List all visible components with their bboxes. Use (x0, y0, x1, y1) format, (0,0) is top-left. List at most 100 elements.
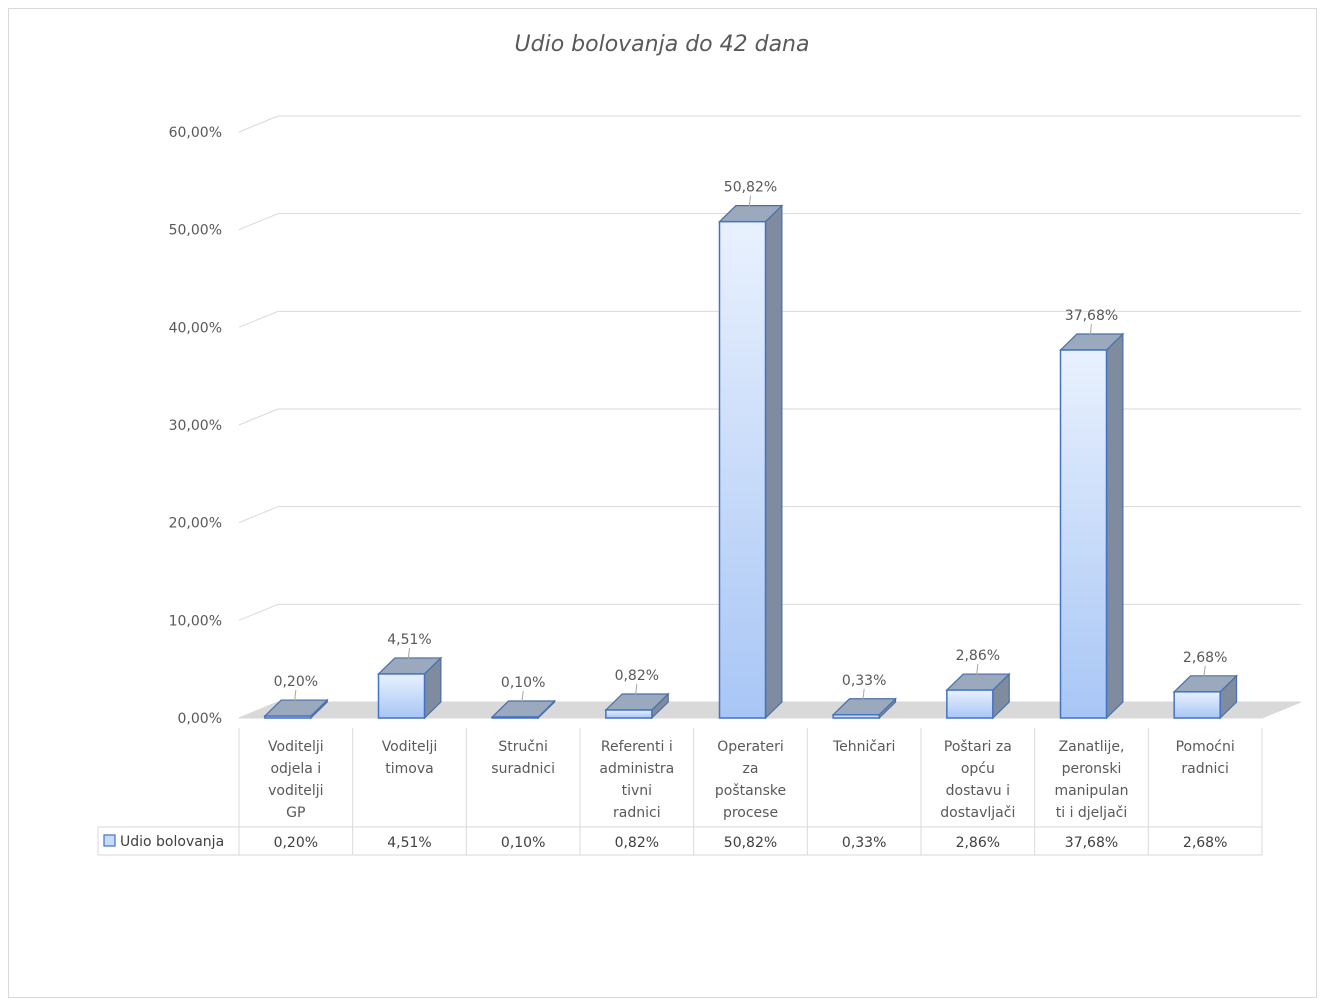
category-label-line: Referenti i (601, 739, 673, 755)
category-label: Stručni suradnici (491, 739, 555, 777)
data-label-leader (1089, 323, 1092, 343)
category-label: Operateri za poštanske procese (715, 739, 786, 821)
category-label: Zanatlije, peronski manipulan ti i djeljači (1054, 739, 1128, 821)
category-label-line: radnici (613, 805, 661, 821)
category-label-line: opću (961, 761, 995, 777)
bar (604, 692, 670, 720)
table-value-cell: 37,68% (1065, 835, 1118, 851)
gridline-side (238, 310, 279, 328)
table-value-cell: 2,86% (956, 835, 1000, 851)
category-label-line: ti i djeljači (1056, 805, 1128, 821)
data-label: 0,82% (615, 668, 659, 684)
category-label-line: Poštari za (944, 739, 1012, 755)
table-value-cell: 0,33% (842, 835, 886, 851)
category-label-line: dostavu i (946, 783, 1010, 799)
bar (263, 698, 329, 720)
data-labels: 0,20% 4,51% 0,10% 0,82% 50,82% 0,33% 2,86% 37,6… (274, 180, 1227, 710)
category-label: Pomoćni radnici (1176, 739, 1235, 777)
bar (1172, 674, 1239, 720)
chart-title: Udio bolovanja do 42 dana (515, 32, 810, 57)
category-label-line: radnici (1181, 761, 1229, 777)
bar (718, 204, 784, 720)
data-label: 0,10% (501, 675, 545, 691)
data-label: 4,51% (387, 632, 431, 648)
data-label-leader (975, 664, 979, 683)
y-axis-ticks: 0,00% 10,00% 20,00% 30,00% 40,00% 50,00% 60,00… (169, 125, 222, 727)
bar-front (491, 716, 539, 719)
category-label-line: Voditelji (268, 739, 324, 755)
data-table: Voditelji odjela i voditelji GP Voditelji tim… (97, 728, 1263, 856)
category-label-line: manipulan (1054, 783, 1128, 799)
bar-front (264, 715, 312, 719)
gridline-side (238, 408, 279, 426)
gridline-side (238, 603, 279, 621)
table-value-cell: 0,82% (615, 835, 659, 851)
table-value-cell: 2,68% (1183, 835, 1227, 851)
data-label-leader (520, 690, 524, 710)
bar-front (832, 714, 880, 719)
y-tick-label: 30,00% (169, 418, 222, 434)
bar (831, 697, 898, 720)
category-label: Tehničari (832, 739, 895, 755)
bar-side (1105, 332, 1124, 720)
data-label: 0,20% (274, 674, 318, 690)
category-label-line: Pomoćni (1176, 739, 1235, 755)
y-tick-label: 50,00% (169, 223, 222, 239)
table-value-cell: 50,82% (724, 835, 777, 851)
bars (263, 204, 1239, 720)
gridline-side (238, 115, 279, 133)
category-label-line: Tehničari (832, 739, 895, 755)
bar-front (377, 673, 426, 719)
data-label-leader (407, 647, 410, 667)
category-label-line: procese (723, 805, 778, 821)
category-label-line: Zanatlije, (1059, 739, 1125, 755)
bar-front (1173, 691, 1221, 719)
data-label-leader (1202, 665, 1206, 684)
bar-side (764, 204, 783, 720)
category-label: Poštari za opću dostavu i dostavljači (940, 739, 1015, 821)
table-value-cell: 0,10% (501, 835, 545, 851)
data-label-leader (861, 688, 865, 707)
bar (945, 672, 1011, 720)
category-label-line: timova (385, 761, 433, 777)
bar (490, 699, 557, 720)
data-label: 37,68% (1065, 308, 1118, 324)
category-label: Voditelji odjela i voditelji GP (268, 739, 324, 821)
gridline-side (238, 701, 279, 719)
y-tick-label: 40,00% (169, 320, 222, 336)
category-label-line: GP (286, 805, 305, 821)
bar-front (1059, 349, 1108, 719)
legend-key (103, 834, 116, 847)
bar-front (718, 220, 767, 719)
category-label-line: dostavljači (940, 805, 1015, 821)
category-label-line: poštanske (715, 783, 786, 799)
category-label-line: voditelji (268, 783, 323, 799)
category-label-line: Voditelji (382, 739, 438, 755)
category-label-line: Stručni (498, 739, 547, 755)
y-tick-label: 20,00% (169, 516, 222, 532)
data-label: 50,82% (724, 180, 777, 196)
data-label: 0,33% (842, 673, 886, 689)
category-label-line: odjela i (270, 761, 321, 777)
category-label-line: suradnici (491, 761, 555, 777)
category-label-line: tivni (622, 783, 652, 799)
category-label: Referenti i administra tivni radnici (599, 739, 674, 821)
category-label-line: administra (599, 761, 674, 777)
data-label-leader (293, 689, 297, 709)
table-value-cell: 4,51% (387, 835, 431, 851)
category-label-line: Operateri (717, 739, 784, 755)
bar-front (605, 709, 653, 719)
data-label-leader (748, 195, 751, 214)
category-label-line: za (743, 761, 759, 777)
data-label: 2,86% (956, 648, 1000, 664)
y-tick-label: 0,00% (178, 711, 222, 727)
bar-front (946, 689, 994, 719)
bar (1059, 332, 1125, 720)
category-label: Voditelji timova (382, 739, 438, 777)
data-label: 2,68% (1183, 650, 1227, 666)
gridline-side (238, 213, 279, 231)
category-label-line: peronski (1062, 761, 1122, 777)
bar (377, 656, 443, 720)
legend-series-name: Udio bolovanja (120, 834, 224, 850)
